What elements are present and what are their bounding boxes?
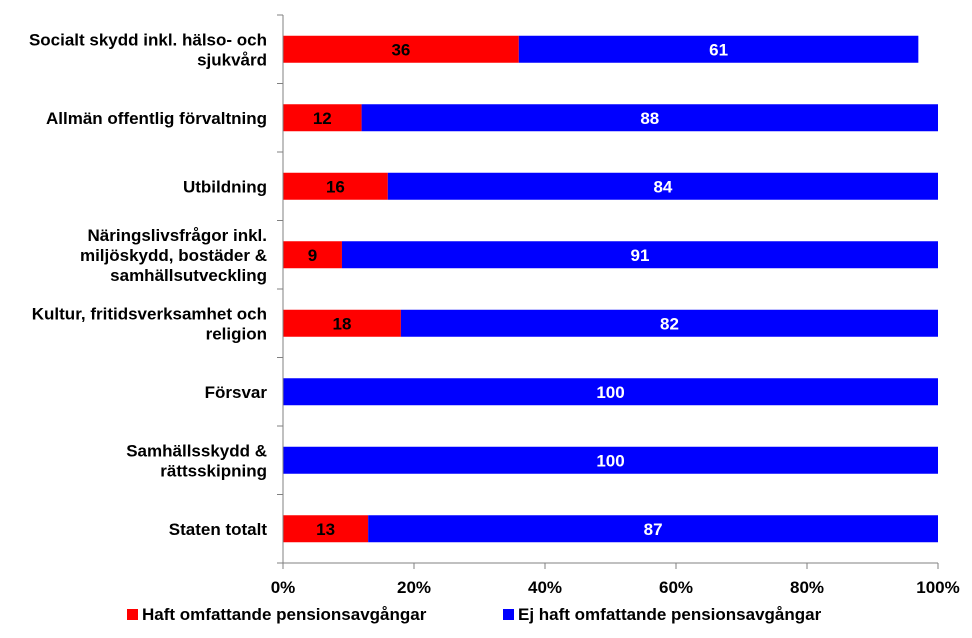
data-label-ej-haft-1: 88 [640, 109, 659, 128]
bar-ej-haft-0 [518, 35, 919, 63]
x-tick-label-3: 60% [659, 578, 693, 597]
category-label-0-line-1: sjukvård [197, 50, 267, 69]
data-label-haft-2: 16 [326, 177, 345, 196]
x-tick-label-5: 100% [916, 578, 959, 597]
bar-ej-haft-6 [283, 446, 938, 474]
data-label-ej-haft-2: 84 [653, 177, 672, 196]
data-label-ej-haft-6: 100 [596, 451, 624, 470]
category-label-3-line-1: miljöskydd, bostäder & [80, 246, 267, 265]
category-label-4-line-1: religion [206, 324, 267, 343]
category-label-6-line-0: Samhällsskydd & [126, 441, 267, 460]
bar-ej-haft-1 [361, 104, 939, 132]
bar-ej-haft-3 [341, 241, 938, 269]
bar-haft-0 [283, 35, 519, 63]
data-label-haft-0: 36 [391, 40, 410, 59]
data-label-ej-haft-4: 82 [660, 314, 679, 333]
data-label-haft-1: 12 [313, 109, 332, 128]
legend-label-haft: Haft omfattande pensionsavgångar [142, 605, 427, 624]
category-label-5: Försvar [205, 383, 268, 402]
legend-swatch-haft [127, 609, 138, 620]
data-label-ej-haft-7: 87 [644, 520, 663, 539]
bar-ej-haft-7 [368, 515, 938, 543]
bar-haft-1 [283, 104, 362, 132]
bar-ej-haft-5 [283, 378, 938, 406]
category-label-4-line-0: Kultur, fritidsverksamhet och [32, 304, 267, 323]
category-label-7: Staten totalt [169, 520, 268, 539]
category-label-1: Allmän offentlig förvaltning [46, 109, 267, 128]
bar-haft-7 [283, 515, 369, 543]
data-label-haft-3: 9 [308, 246, 317, 265]
x-tick-label-0: 0% [271, 578, 296, 597]
data-label-ej-haft-5: 100 [596, 383, 624, 402]
data-label-haft-7: 13 [316, 520, 335, 539]
data-label-ej-haft-0: 61 [709, 40, 728, 59]
x-tick-label-1: 20% [397, 578, 431, 597]
category-label-6-line-1: rättsskipning [160, 461, 267, 480]
bar-haft-3 [283, 241, 342, 269]
bar-haft-2 [283, 172, 388, 200]
legend-swatch-ej-haft [503, 609, 514, 620]
bar-ej-haft-2 [387, 172, 938, 200]
category-label-3-line-0: Näringslivsfrågor inkl. [88, 226, 268, 245]
data-label-ej-haft-3: 91 [631, 246, 650, 265]
bar-haft-4 [283, 309, 401, 337]
legend-label-ej-haft: Ej haft omfattande pensionsavgångar [518, 605, 822, 624]
data-label-haft-4: 18 [332, 314, 351, 333]
category-label-3-line-2: samhällsutveckling [110, 266, 267, 285]
category-label-2: Utbildning [183, 177, 267, 196]
x-tick-label-2: 40% [528, 578, 562, 597]
x-tick-label-4: 80% [790, 578, 824, 597]
bar-ej-haft-4 [400, 309, 938, 337]
category-label-0-line-0: Socialt skydd inkl. hälso- och [29, 30, 267, 49]
